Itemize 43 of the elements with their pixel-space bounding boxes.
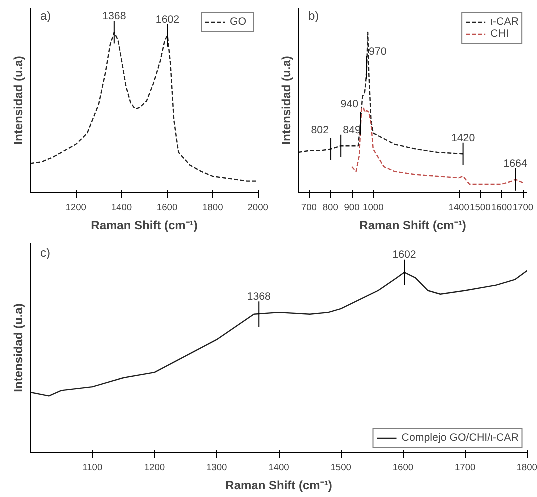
x-tick-label: 700 — [301, 202, 317, 212]
annotation: 970 — [368, 46, 387, 58]
text: c) — [40, 246, 50, 260]
x-tick-label: 900 — [344, 202, 360, 212]
y-axis-title: Intensidad (u.a) — [12, 304, 26, 392]
annotation: 1664 — [504, 158, 528, 170]
x-tick-label: 1400 — [448, 202, 470, 212]
annotation: 802 — [311, 124, 330, 136]
x-tick-label: 1600 — [156, 202, 178, 212]
x-tick-label: 1600 — [392, 462, 414, 472]
x-tick-label: 1200 — [144, 462, 166, 472]
x-tick-label: 1800 — [202, 202, 224, 212]
x-axis-title: Raman Shift (cm⁻¹) — [91, 218, 198, 232]
annotation: 940 — [340, 98, 359, 111]
x-tick-label: 1000 — [363, 202, 384, 212]
x-tick-label: 1500 — [470, 202, 491, 212]
annotation: 1602 — [156, 14, 180, 26]
text: a) — [40, 8, 52, 23]
annotation: 1420 — [451, 132, 476, 144]
annotation: 1602 — [392, 249, 416, 262]
x-tick-label: 1400 — [111, 202, 132, 212]
legend-label: CHI — [490, 28, 510, 40]
legend-label: GO — [230, 16, 248, 28]
x-tick-label: 1100 — [82, 462, 103, 472]
text: b) — [308, 8, 320, 23]
x-tick-label: 1500 — [330, 462, 352, 472]
x-tick-label: 1700 — [455, 462, 476, 472]
x-tick-label: 1800 — [516, 462, 537, 472]
legend-label: ι-CAR — [490, 16, 519, 28]
x-tick-label: 2000 — [248, 202, 269, 212]
y-axis-title: Intensidad (u.a) — [280, 56, 294, 145]
x-tick-label: 1300 — [206, 462, 228, 472]
x-tick-label: 1700 — [512, 202, 534, 212]
x-tick-label: 1200 — [66, 202, 86, 212]
x-tick-label: 1600 — [491, 202, 512, 212]
annotation: 1368 — [247, 290, 272, 303]
y-axis-title: Intensidad (u.a) — [12, 56, 26, 145]
x-axis-title: Raman Shift (cm⁻¹) — [226, 478, 332, 492]
x-axis-title: Raman Shift (cm⁻¹) — [360, 218, 466, 232]
x-tick-label: 800 — [322, 202, 338, 212]
annotation: 1368 — [102, 10, 126, 23]
x-tick-label: 1400 — [268, 462, 290, 472]
legend-label: Complejo GO/CHI/ι-CAR — [402, 432, 519, 444]
